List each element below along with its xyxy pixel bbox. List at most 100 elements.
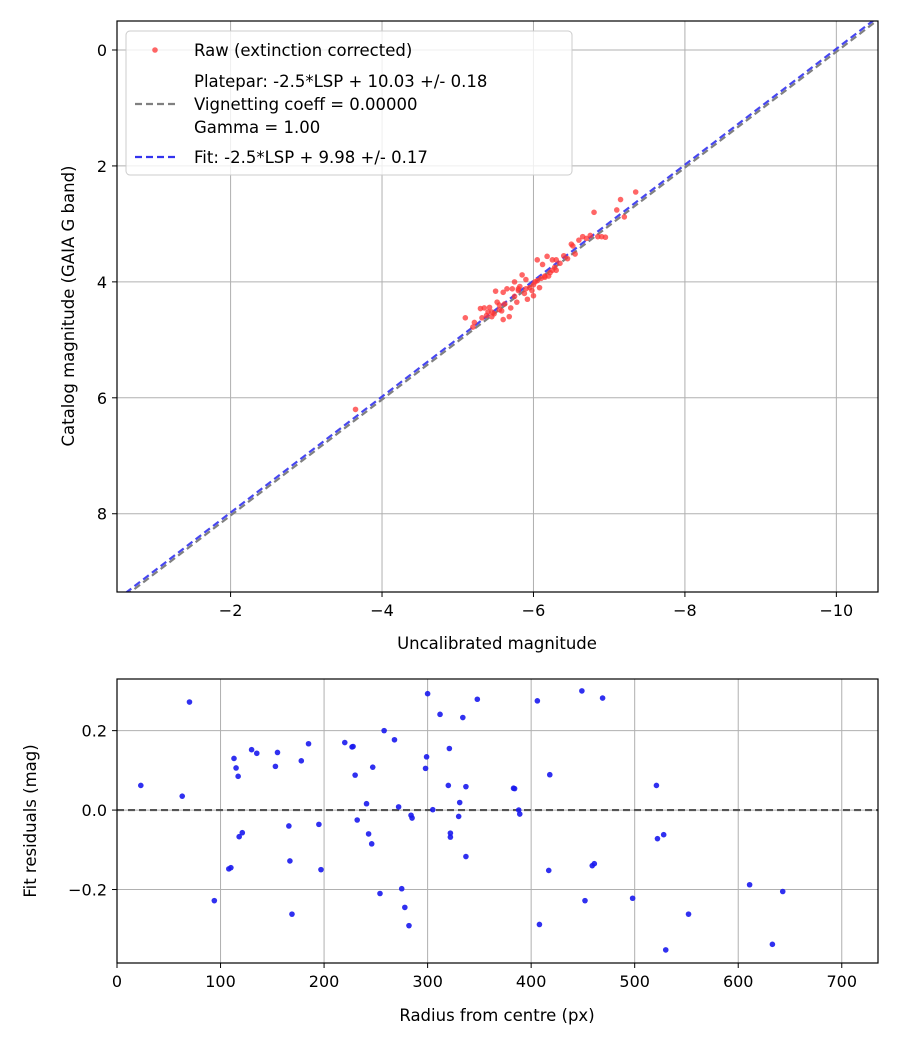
residual-point — [377, 890, 383, 897]
residual-point — [474, 696, 481, 703]
raw-point — [632, 189, 639, 195]
residual-point — [463, 783, 469, 790]
legend: Raw (extinction corrected) Platepar: -2.… — [125, 30, 573, 176]
raw-point — [557, 260, 563, 267]
residual-point — [186, 699, 193, 705]
bottom-ytick-label: 0.2 — [82, 722, 107, 741]
residual-point — [437, 711, 443, 718]
raw-point — [617, 196, 624, 203]
residual-point — [233, 765, 239, 771]
raw-point — [500, 316, 506, 323]
bottom-scatter-points — [138, 688, 786, 953]
top-xtick-label: −6 — [522, 601, 546, 620]
bottom-ticks: 0 100 200 300 400 500 600 700 −0.2 0.0 0.2 — [68, 722, 857, 991]
raw-point — [514, 299, 520, 305]
raw-point — [523, 276, 529, 283]
top-ytick-label: 0 — [97, 41, 107, 60]
residual-point — [179, 793, 186, 799]
raw-point — [500, 289, 506, 296]
residual-point — [398, 885, 405, 892]
raw-point — [489, 309, 495, 315]
raw-point — [511, 279, 518, 285]
residual-point — [352, 772, 358, 778]
raw-point — [621, 214, 628, 220]
top-xtick-label: −8 — [673, 601, 697, 620]
residual-point — [424, 690, 431, 697]
bottom-xtick-label: 400 — [516, 972, 547, 991]
legend-gamma-label: Gamma = 1.00 — [194, 118, 320, 137]
raw-point — [515, 287, 522, 294]
raw-point — [507, 305, 514, 311]
raw-point — [539, 261, 546, 268]
raw-point — [602, 234, 609, 241]
raw-point — [521, 290, 528, 297]
raw-point — [530, 292, 537, 299]
raw-point — [471, 319, 478, 326]
residual-point — [545, 867, 552, 874]
raw-point — [511, 293, 518, 300]
raw-point — [506, 313, 513, 320]
raw-point — [613, 207, 620, 213]
residual-point — [287, 858, 293, 864]
raw-point — [587, 232, 594, 239]
legend-fit-label: Fit: -2.5*LSP + 9.98 +/- 0.17 — [194, 148, 428, 167]
residual-point — [341, 739, 348, 746]
residual-point — [423, 754, 430, 760]
raw-point — [542, 273, 548, 279]
top-ytick-label: 8 — [97, 505, 107, 524]
raw-point — [492, 288, 499, 294]
raw-point — [519, 272, 525, 278]
residual-point — [455, 813, 462, 820]
raw-point — [534, 277, 541, 284]
top-ticks: −2 −4 −6 −8 −10 0 2 4 6 8 — [97, 41, 853, 620]
top-xtick-label: −10 — [819, 601, 853, 620]
residual-point — [228, 864, 234, 871]
residual-point — [463, 853, 469, 860]
raw-point — [534, 257, 541, 263]
residual-point — [429, 806, 436, 813]
residual-point — [350, 743, 356, 750]
residual-point — [779, 888, 786, 895]
residual-point — [536, 921, 543, 928]
raw-point — [481, 305, 488, 311]
residual-point — [546, 771, 553, 778]
residual-point — [211, 897, 218, 904]
residual-point — [402, 904, 408, 911]
top-scatter-points — [352, 189, 639, 413]
residual-point — [409, 815, 415, 821]
legend-raw-marker — [152, 47, 158, 53]
bottom-xtick-label: 500 — [619, 972, 650, 991]
residual-point — [653, 782, 660, 789]
residual-point — [354, 817, 361, 823]
residual-point — [272, 763, 279, 770]
residual-point — [365, 831, 372, 837]
bottom-xlabel: Radius from centre (px) — [399, 1006, 594, 1025]
residual-point — [456, 799, 463, 806]
top-plot-frame — [116, 20, 879, 593]
raw-point — [462, 315, 469, 321]
residual-point — [369, 764, 376, 770]
raw-point — [591, 209, 597, 216]
raw-point — [496, 306, 503, 313]
raw-point — [576, 237, 582, 243]
raw-point — [504, 286, 510, 292]
raw-point — [509, 286, 516, 292]
raw-point — [529, 287, 535, 294]
bottom-ylabel: Fit residuals (mag) — [21, 744, 40, 897]
legend-raw-label: Raw (extinction corrected) — [194, 41, 412, 60]
bottom-xtick-label: 0 — [112, 972, 122, 991]
residual-point — [769, 941, 776, 948]
top-ytick-label: 6 — [97, 389, 107, 408]
raw-point — [583, 235, 590, 242]
raw-point — [523, 286, 529, 292]
residual-point — [406, 922, 412, 929]
residual-point — [274, 749, 281, 756]
residual-point — [591, 860, 598, 867]
residual-point — [138, 782, 144, 789]
raw-point — [486, 304, 493, 311]
residual-point — [685, 911, 692, 917]
residual-point — [422, 765, 429, 772]
residual-point — [391, 736, 398, 743]
residual-point — [286, 823, 292, 829]
